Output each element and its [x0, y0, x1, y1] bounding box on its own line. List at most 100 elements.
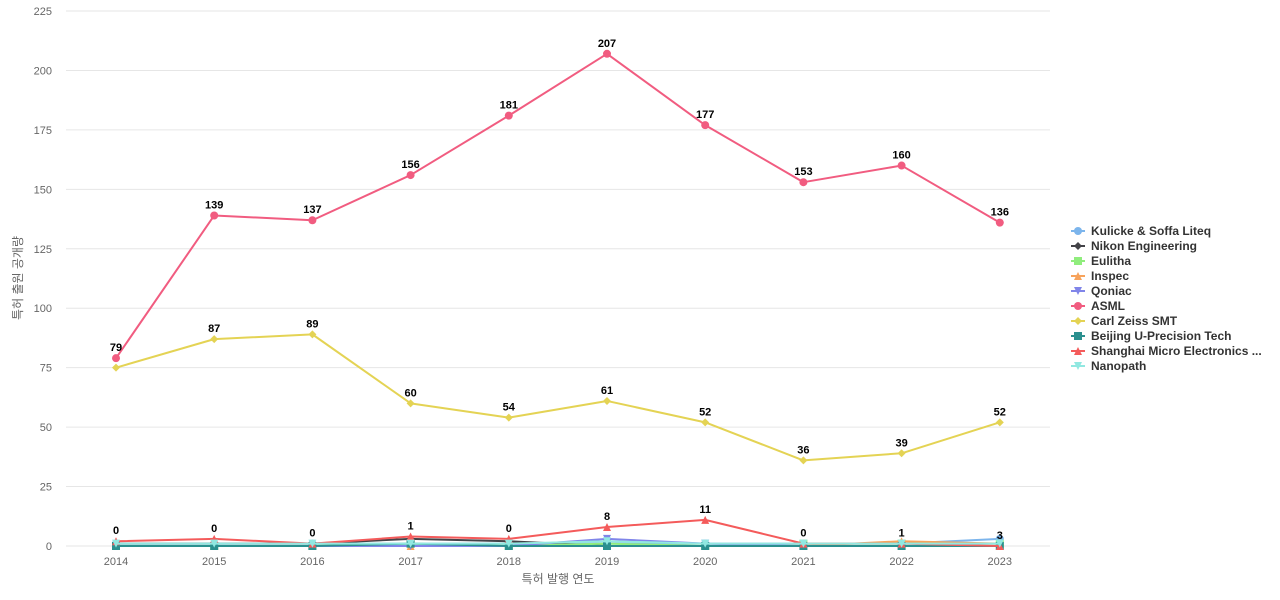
- y-tick-label: 0: [46, 541, 52, 553]
- data-point: [897, 449, 906, 458]
- data-label: 153: [794, 166, 812, 178]
- legend-item[interactable]: Nanopath: [1071, 359, 1146, 373]
- legend-marker: [1074, 227, 1082, 235]
- data-label: 3: [997, 530, 1003, 542]
- data-point: [308, 216, 317, 225]
- data-label: 52: [699, 406, 711, 418]
- y-tick-label: 100: [34, 303, 52, 315]
- x-tick-label: 2017: [398, 556, 422, 568]
- legend-marker: [1074, 332, 1082, 340]
- legend-label: Carl Zeiss SMT: [1091, 314, 1178, 328]
- x-tick-label: 2022: [889, 556, 913, 568]
- data-label: 61: [601, 385, 613, 397]
- data-point: [799, 456, 808, 465]
- legend-item[interactable]: Kulicke & Soffa Liteq: [1071, 224, 1211, 238]
- legend-label: Inspec: [1091, 269, 1129, 283]
- data-point: [210, 335, 219, 344]
- legend-marker: [1074, 272, 1082, 280]
- data-label: 136: [991, 207, 1009, 219]
- legend-item[interactable]: ASML: [1071, 299, 1125, 313]
- y-tick-label: 75: [40, 363, 52, 375]
- legend-marker: [1074, 347, 1082, 355]
- y-axis-title: 특허 출원 공개량: [11, 236, 25, 320]
- data-point: [897, 161, 906, 170]
- legend-item[interactable]: Beijing U-Precision Tech: [1071, 329, 1231, 343]
- data-point: [603, 396, 611, 405]
- data-label: 36: [797, 444, 809, 456]
- series-line: [116, 540, 1000, 545]
- data-label: 8: [604, 511, 610, 523]
- legend-label: Qoniac: [1091, 284, 1132, 298]
- legend-item[interactable]: Carl Zeiss SMT: [1071, 314, 1178, 328]
- x-axis-title: 특허 발행 연도: [522, 571, 595, 586]
- legend-label: Beijing U-Precision Tech: [1091, 329, 1231, 343]
- x-tick-label: 2016: [300, 556, 324, 568]
- legend-item[interactable]: Qoniac: [1071, 284, 1132, 298]
- series-6: [112, 330, 1004, 465]
- x-tick-label: 2019: [595, 556, 619, 568]
- data-label: 1: [899, 528, 905, 540]
- data-label: 0: [800, 528, 806, 540]
- y-tick-label: 125: [34, 244, 52, 256]
- series-9: [112, 537, 1004, 548]
- legend-marker: [1074, 287, 1082, 295]
- data-label: 11: [699, 504, 711, 516]
- y-tick-label: 200: [34, 65, 52, 77]
- data-point: [603, 537, 611, 546]
- data-point: [799, 178, 808, 187]
- data-point: [603, 542, 611, 550]
- data-point: [504, 111, 513, 120]
- legend-marker: [1074, 257, 1082, 265]
- legend-item[interactable]: Shanghai Micro Electronics ...: [1071, 344, 1262, 358]
- y-tick-label: 150: [34, 184, 52, 196]
- legend-marker: [1074, 302, 1082, 310]
- data-point: [504, 539, 513, 548]
- data-point: [995, 539, 1004, 548]
- data-label: 156: [401, 159, 419, 171]
- data-point: [308, 539, 317, 548]
- data-label: 0: [506, 523, 512, 535]
- data-point: [112, 539, 120, 548]
- legend-label: Nanopath: [1091, 359, 1146, 373]
- data-label: 137: [303, 204, 321, 216]
- data-point: [603, 49, 611, 58]
- data-point: [406, 539, 415, 548]
- legend-marker: [1074, 362, 1082, 370]
- y-tick-label: 25: [40, 482, 52, 494]
- data-label: 0: [211, 523, 217, 535]
- data-label: 0: [113, 525, 119, 537]
- data-point: [210, 211, 219, 220]
- legend-label: ASML: [1091, 299, 1125, 313]
- data-point: [701, 539, 710, 548]
- data-label: 207: [598, 38, 616, 50]
- data-point: [210, 539, 219, 548]
- x-tick-label: 2023: [988, 556, 1012, 568]
- data-point: [112, 363, 120, 372]
- series-line: [115, 52, 1001, 359]
- data-point: [308, 330, 317, 339]
- y-tick-label: 50: [40, 422, 52, 434]
- data-label: 139: [205, 199, 223, 211]
- data-label: 1: [408, 520, 414, 532]
- data-label: 181: [500, 100, 518, 112]
- legend-item[interactable]: Eulitha: [1071, 254, 1131, 268]
- data-label: 160: [892, 150, 910, 162]
- series-lines: [112, 49, 1004, 550]
- x-tick-label: 2015: [202, 556, 226, 568]
- y-tick-label: 175: [34, 125, 52, 137]
- series-line: [116, 542, 1000, 547]
- data-point: [995, 218, 1004, 227]
- legend-marker: [1074, 242, 1082, 250]
- legend-marker: [1074, 317, 1082, 325]
- legend-item[interactable]: Nikon Engineering: [1071, 239, 1197, 253]
- legend-item[interactable]: Inspec: [1071, 269, 1129, 283]
- data-label: 79: [110, 342, 122, 354]
- data-point: [897, 539, 906, 548]
- x-tick-label: 2021: [791, 556, 815, 568]
- series-line: [115, 333, 1001, 462]
